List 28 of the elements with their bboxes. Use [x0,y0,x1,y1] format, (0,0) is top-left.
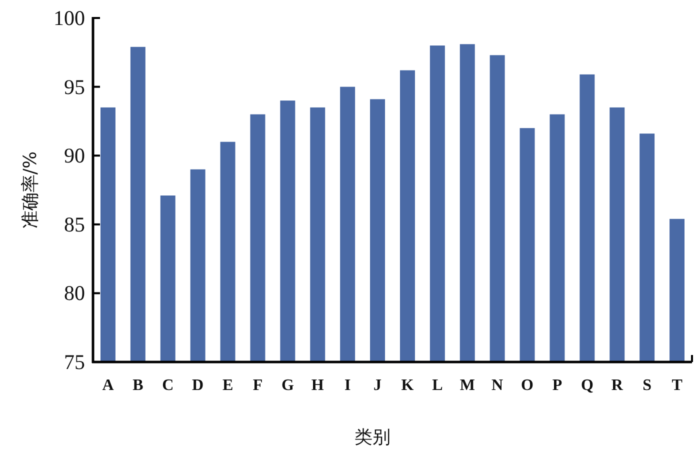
x-axis-title: 类别 [354,427,390,448]
x-tick-label: O [521,377,534,394]
x-tick-label: F [252,377,263,394]
x-tick-label: A [102,377,114,394]
x-tick-label: D [192,377,204,394]
x-tick-label: I [344,377,351,394]
y-tick-label: 100 [54,6,85,30]
x-tick-label: G [281,377,294,394]
x-tick-label: R [611,377,624,394]
y-axis-title: 准确率/% [20,151,41,229]
y-tick-label: 75 [64,350,85,374]
x-tick-label: Q [580,377,594,394]
x-tick-label: L [432,377,443,394]
y-tick-label: 80 [64,281,85,306]
x-tick-label: P [552,377,562,394]
x-tick-label: J [374,377,382,394]
x-tick-label: H [311,377,324,394]
x-tick-label: M [460,377,475,394]
x-tick-label: E [222,377,234,394]
x-tick-label: S [642,377,652,394]
y-tick-label: 85 [64,212,85,236]
x-tick-label: T [672,377,683,394]
x-tick-label: C [162,377,174,394]
x-tick-label: B [132,377,144,394]
x-tick-label: K [401,377,414,394]
y-tick-label: 95 [64,74,85,99]
y-tick-label: 90 [64,144,85,168]
x-tick-label: N [492,377,504,394]
